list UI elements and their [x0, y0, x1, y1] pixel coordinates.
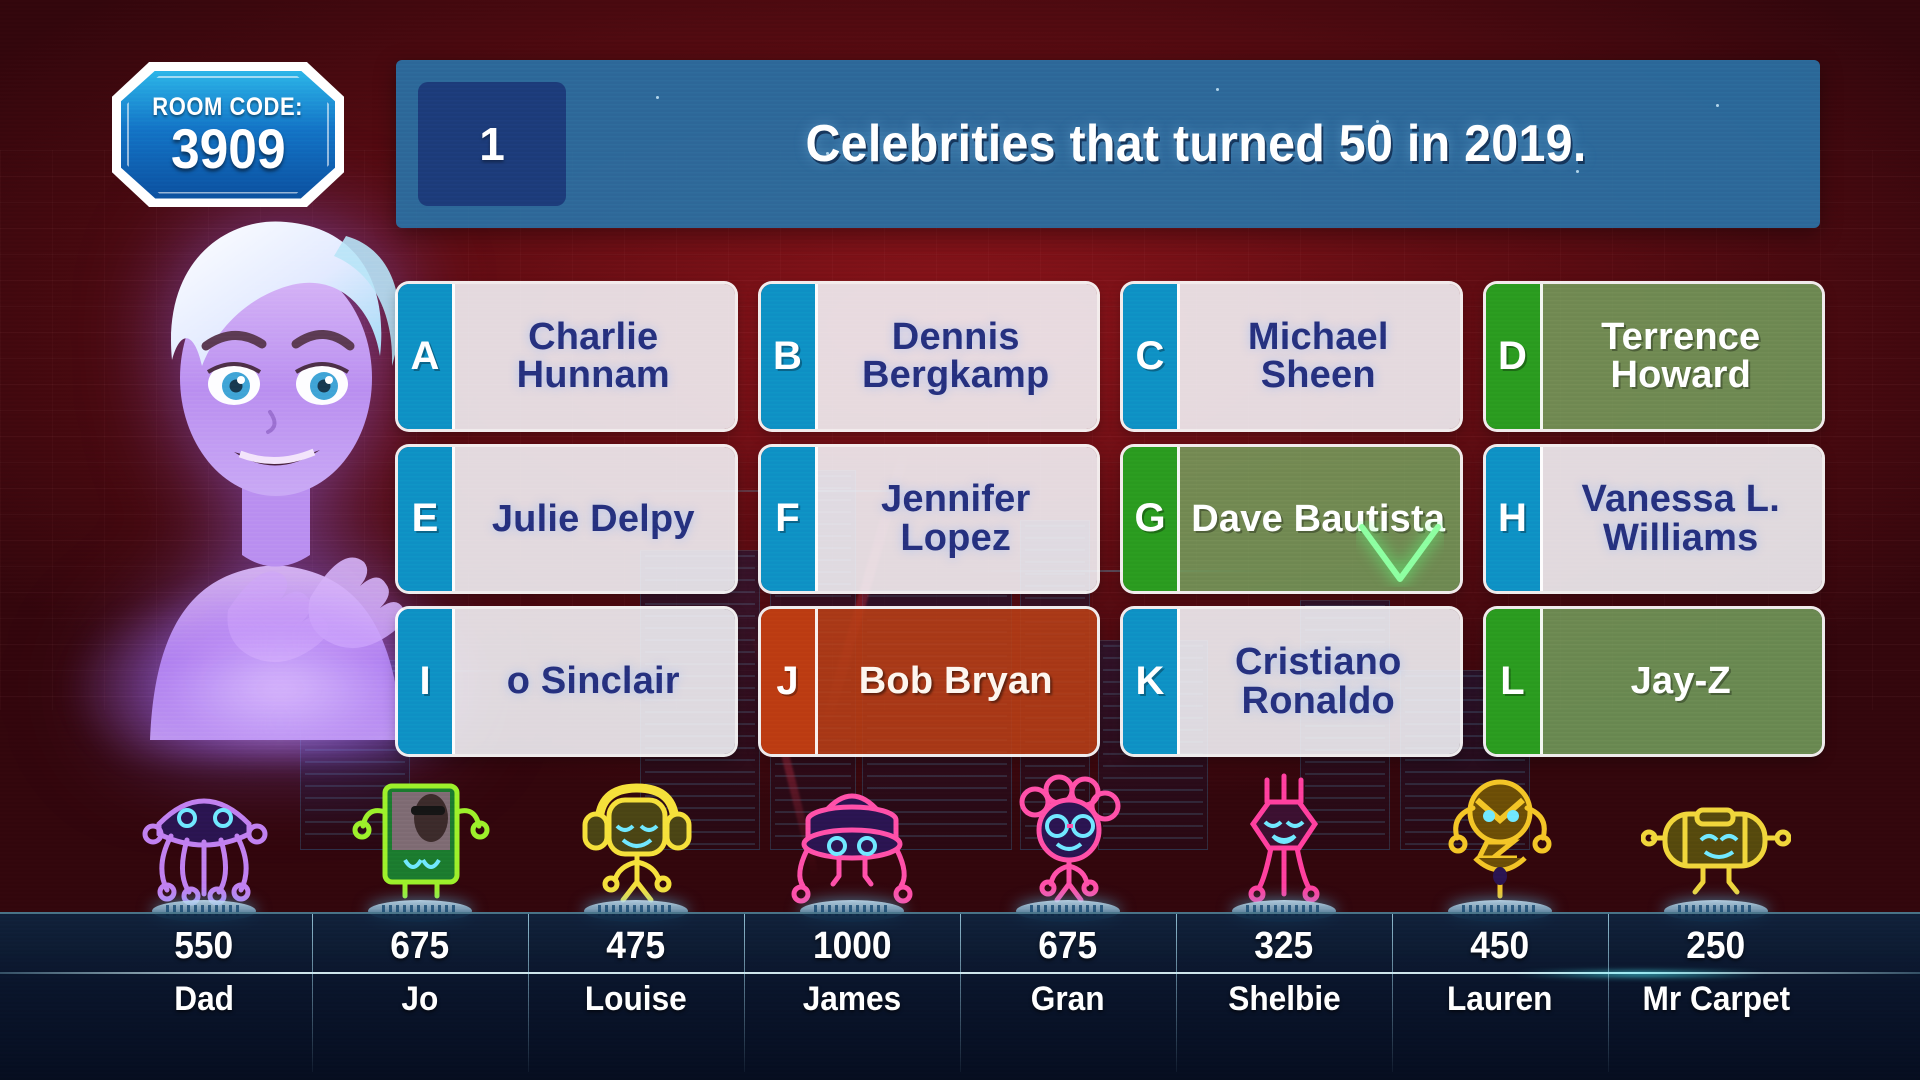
- question-text: Celebrities that turned 50 in 2019.: [805, 115, 1587, 173]
- score-cell: 1000 James: [744, 914, 960, 1080]
- answer-letter-h: H: [1485, 446, 1543, 592]
- player-score: 250: [1686, 925, 1746, 967]
- score-cell: 550 Dad: [96, 914, 312, 1080]
- hexagon-avatar: [1209, 772, 1359, 922]
- score-cell: 325 Shelbie: [1176, 914, 1392, 1080]
- score-cell: 675 Jo: [312, 914, 528, 1080]
- player-name: Mr Carpet: [1642, 980, 1790, 1018]
- answer-text-a: Charlie Hunnam: [452, 284, 735, 429]
- player-score: 450: [1470, 925, 1530, 967]
- answer-letter-b: B: [760, 284, 818, 429]
- question-banner: 1 Celebrities that turned 50 in 2019.: [396, 60, 1820, 228]
- answer-tile-f[interactable]: F Jennifer Lopez: [760, 446, 1097, 592]
- answer-tile-e[interactable]: E Julie Delpy: [398, 446, 735, 592]
- score-cell: 475 Louise: [528, 914, 744, 1080]
- answer-letter-k: K: [1123, 609, 1180, 754]
- jellyfish-avatar: [129, 772, 279, 922]
- webcam-avatar: [345, 772, 495, 922]
- answer-letter-e: E: [398, 446, 455, 592]
- player-score: 325: [1254, 925, 1314, 967]
- answer-text-c: Michael Sheen: [1177, 284, 1460, 429]
- answer-letter-c: C: [1123, 284, 1180, 429]
- answer-text-d: Terrence Howard: [1539, 284, 1822, 429]
- answer-letter-i: I: [398, 609, 455, 754]
- answer-text-l: Jay-Z: [1539, 609, 1822, 754]
- answer-tile-d[interactable]: D Terrence Howard: [1485, 284, 1822, 429]
- answer-text-b: Dennis Bergkamp: [814, 284, 1097, 429]
- score-cell: 450 Lauren: [1392, 914, 1608, 1080]
- player-name: Dad: [174, 980, 234, 1018]
- robot-girl-avatar: [1425, 772, 1575, 922]
- question-number: 1: [418, 82, 566, 206]
- host-avatar: [70, 180, 490, 760]
- answer-tile-j[interactable]: J Bob Bryan: [760, 609, 1097, 754]
- glasses-avatar: [993, 772, 1143, 922]
- answer-letter-g: G: [1123, 446, 1180, 592]
- answer-letter-f: F: [760, 446, 818, 592]
- player-score: 675: [1038, 925, 1098, 967]
- player-avatar-row: [0, 762, 1920, 922]
- player-name: Shelbie: [1227, 980, 1341, 1018]
- answer-text-e: Julie Delpy: [452, 446, 735, 592]
- room-code-value: 3909: [170, 117, 286, 181]
- ufo-avatar: [777, 772, 927, 922]
- player-name: Jo: [401, 980, 439, 1018]
- answer-tile-l[interactable]: L Jay-Z: [1485, 609, 1822, 754]
- player-name: Louise: [585, 980, 687, 1018]
- answer-text-i: o Sinclair: [452, 609, 735, 754]
- scoreboard-row: 550 Dad 675 Jo 475 Louise 1000 James 675 Gran 325 S…: [0, 914, 1920, 1080]
- player-score: 675: [390, 925, 450, 967]
- headphones-avatar: [561, 772, 711, 922]
- answer-grid: A Charlie Hunnam B Dennis Bergkamp C Michael …: [398, 284, 1822, 754]
- answer-tile-a[interactable]: A Charlie Hunnam: [398, 284, 735, 429]
- player-name: Gran: [1031, 980, 1105, 1018]
- score-cell: 675 Gran: [960, 914, 1176, 1080]
- player-score: 475: [606, 925, 666, 967]
- player-score: 550: [174, 925, 234, 967]
- scoreboard: 550 Dad 675 Jo 475 Louise 1000 James 675 Gran 325 S…: [0, 912, 1920, 1080]
- answer-letter-l: L: [1485, 609, 1543, 754]
- answer-tile-c[interactable]: C Michael Sheen: [1123, 284, 1460, 429]
- player-name: James: [802, 980, 902, 1018]
- room-code-label: ROOM CODE:: [152, 93, 304, 122]
- score-cell: 250 Mr Carpet: [1608, 914, 1824, 1080]
- scoreboard-glow: [1510, 970, 1770, 978]
- answer-text-g: Dave Bautista: [1177, 446, 1460, 592]
- answer-text-k: Cristiano Ronaldo: [1177, 609, 1460, 754]
- answer-tile-g[interactable]: G Dave Bautista: [1123, 446, 1460, 592]
- player-name: Lauren: [1447, 980, 1553, 1018]
- answer-letter-j: J: [760, 609, 818, 754]
- answer-tile-k[interactable]: K Cristiano Ronaldo: [1123, 609, 1460, 754]
- barrel-avatar: [1641, 772, 1791, 922]
- player-score: 1000: [812, 925, 892, 967]
- answer-letter-d: D: [1485, 284, 1543, 429]
- answer-tile-h[interactable]: H Vanessa L. Williams: [1485, 446, 1822, 592]
- answer-tile-b[interactable]: B Dennis Bergkamp: [760, 284, 1097, 429]
- answer-text-f: Jennifer Lopez: [814, 446, 1097, 592]
- answer-letter-a: A: [398, 284, 455, 429]
- answer-text-j: Bob Bryan: [814, 609, 1097, 754]
- room-code-badge: ROOM CODE: 3909: [112, 62, 344, 207]
- answer-text-h: Vanessa L. Williams: [1539, 446, 1822, 592]
